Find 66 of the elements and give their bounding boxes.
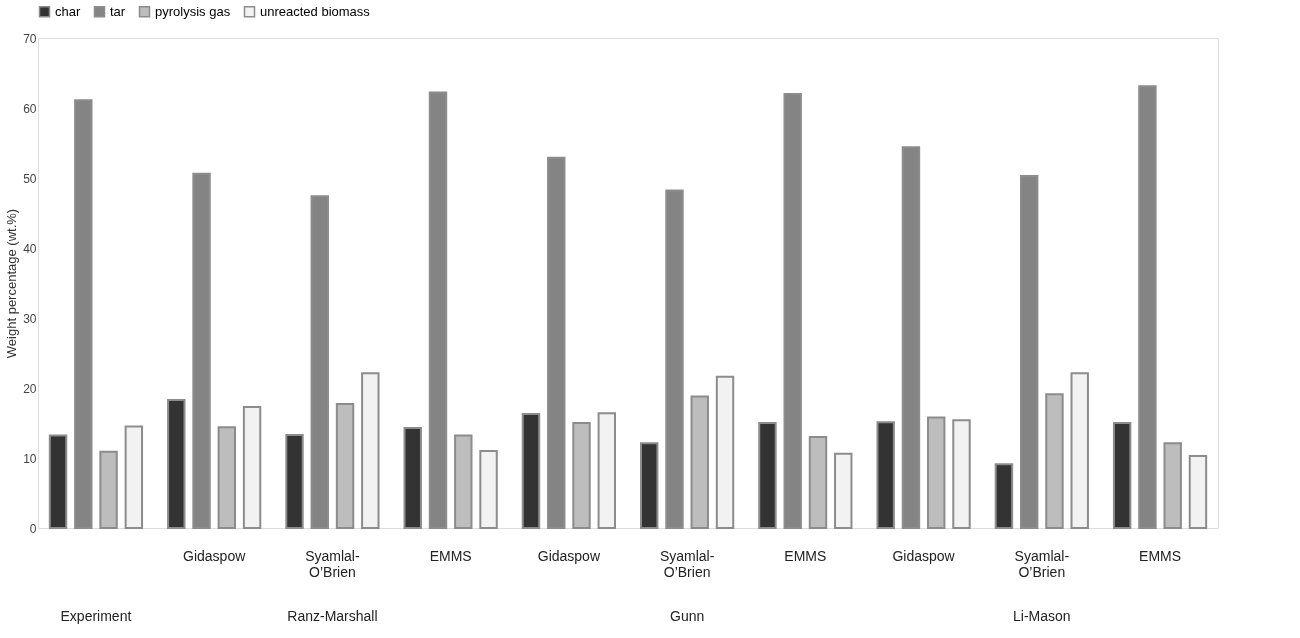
bar (74, 99, 93, 529)
x-tick-label: Syamlal-O’Brien (659, 548, 715, 580)
bar (1070, 372, 1089, 529)
bar (124, 425, 144, 529)
bar (715, 375, 735, 529)
bar (690, 395, 709, 529)
bar (952, 419, 971, 529)
bar (285, 433, 304, 529)
y-tick-label: 60 (23, 101, 37, 116)
y-tick-label: 10 (23, 451, 37, 466)
bar (521, 412, 541, 529)
y-tick-label: 70 (23, 31, 37, 46)
bar (927, 416, 946, 529)
x-tick-label: EMMS (784, 548, 827, 564)
bar (1045, 393, 1064, 529)
bar (192, 172, 211, 529)
y-tick-label: 0 (29, 521, 37, 536)
bar (758, 422, 777, 529)
bar (808, 436, 828, 529)
x-tick-label: Syamlal-O’Brien (1014, 548, 1070, 580)
bar (167, 398, 186, 529)
legend-label: pyrolysis gas (155, 3, 231, 19)
bar (479, 450, 498, 529)
bar (335, 403, 355, 529)
bar (242, 405, 262, 529)
bar (403, 426, 422, 529)
x-tick-label: Gidaspow (537, 548, 601, 564)
bar (1163, 442, 1182, 529)
bar (217, 426, 237, 529)
y-tick-label: 20 (23, 381, 37, 396)
x-tick-label: EMMS (1139, 548, 1182, 564)
text: Experiment (60, 608, 132, 624)
x-tick-label: Gidaspow (892, 548, 956, 564)
text: Li-Mason (1013, 608, 1071, 624)
bar (547, 156, 566, 529)
legend-label: tar (110, 3, 126, 19)
bar (876, 421, 895, 529)
y-tick-label: 40 (23, 241, 37, 256)
bar (783, 93, 802, 529)
bar (1112, 422, 1132, 529)
bar (834, 452, 853, 529)
y-axis-title: Weight percentage (wt.%) (4, 208, 20, 359)
bar (572, 422, 591, 529)
legend-label: char (55, 3, 81, 19)
y-tick-label: 30 (23, 311, 37, 326)
y-tick-label: 50 (23, 171, 37, 186)
bar (361, 372, 380, 529)
bar (1188, 454, 1208, 529)
bar (1138, 85, 1157, 529)
bar (640, 442, 659, 529)
bar (48, 434, 68, 529)
bar (454, 434, 473, 529)
text: Ranz-Marshall (287, 608, 378, 624)
bar (994, 463, 1014, 529)
x-tick-label: Gidaspow (183, 548, 247, 564)
bar (1019, 174, 1039, 529)
bar (310, 195, 329, 529)
x-tick-label: EMMS (429, 548, 472, 564)
legend-label: unreacted biomass (260, 3, 371, 19)
bar (428, 91, 448, 529)
bar (901, 146, 921, 529)
bar (665, 189, 684, 529)
bar (597, 412, 616, 529)
x-tick-label: Syamlal-O’Brien (305, 548, 360, 580)
text: Gunn (669, 608, 705, 624)
bar (99, 450, 118, 529)
